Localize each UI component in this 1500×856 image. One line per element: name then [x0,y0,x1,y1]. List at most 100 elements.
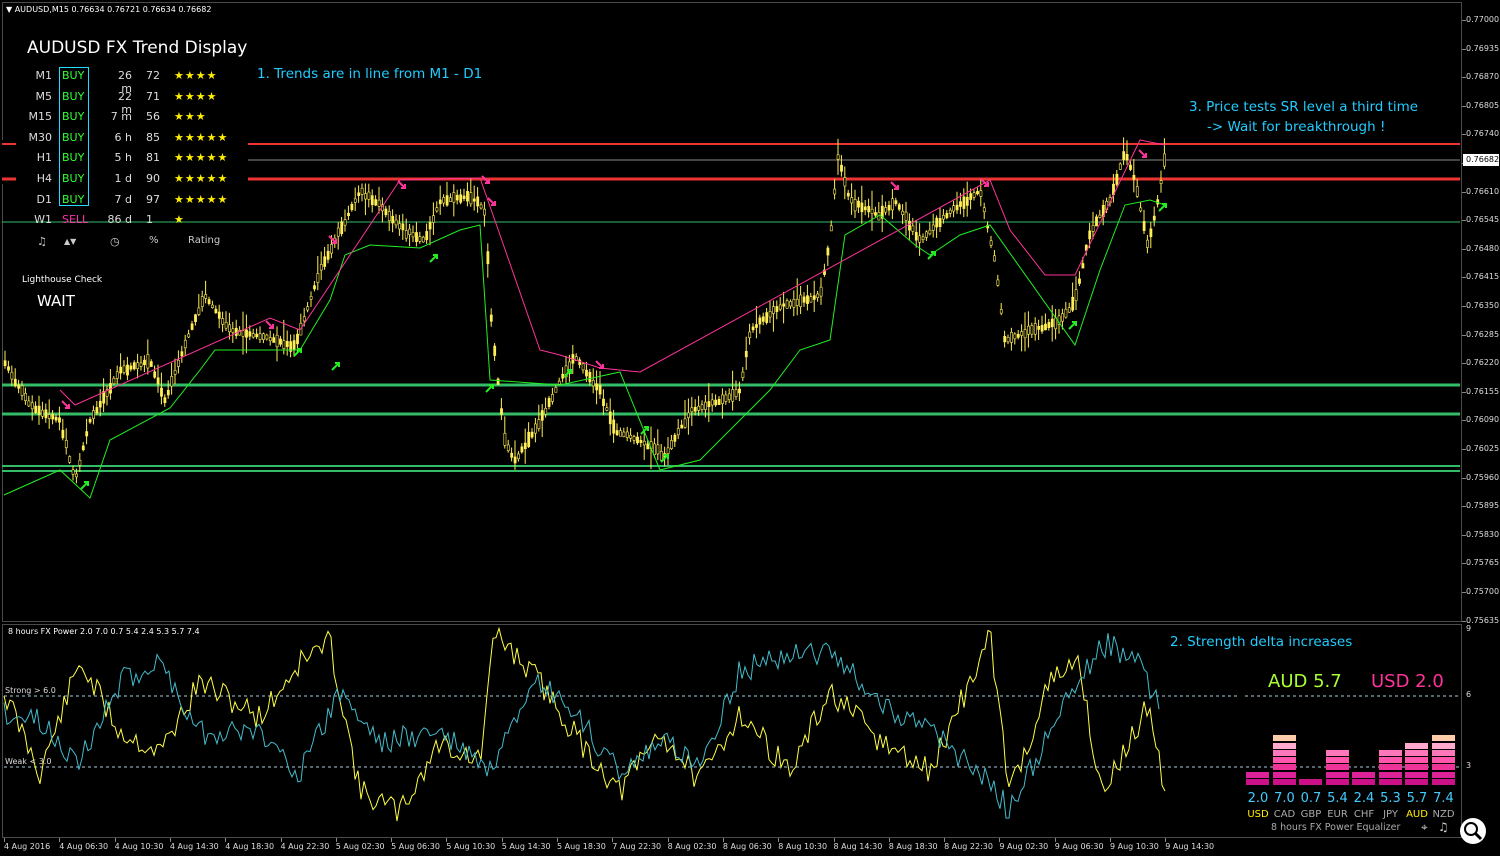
timeframe-label: M30 [28,130,53,144]
sound-icon[interactable]: ♫ [37,235,47,248]
candle-body [411,232,415,238]
equalizer-bar-segment [1272,757,1296,764]
candle-body [1163,153,1166,167]
trend-row-h4[interactable]: H4 BUY 1 d 90 ★★★★★ [18,172,258,192]
buy-arrow-icon [660,454,669,463]
candle-body [1074,289,1078,301]
candle-body [1013,333,1017,340]
candle-body [476,196,480,207]
candle-body [676,428,680,436]
equalizer-bar-segment [1325,779,1349,785]
candle-body [163,397,167,404]
trend-row-m15[interactable]: M15 BUY 7 m 56 ★★★ [18,110,258,130]
trend-row-h1[interactable]: H1 BUY 5 h 81 ★★★★★ [18,151,258,171]
price-axis-tick [1462,277,1466,279]
candle-body [506,444,510,452]
candle-body [462,195,466,199]
price-axis-label: 0.76155 [1466,386,1500,396]
candle-body [282,340,286,349]
candle-body [129,365,133,370]
candle-body [619,430,622,437]
candle-body [918,235,922,243]
candle-body [1142,221,1146,231]
equalizer-value: 5.7 [1406,791,1428,806]
price-axis-label: 0.76935 [1466,43,1500,53]
candle-body [870,208,874,214]
main-chart-area[interactable] [2,2,1462,622]
signal-label: BUY [62,172,85,185]
candle-body [1027,325,1030,335]
score-label: 71 [146,89,160,103]
time-axis-label: 5 Aug 14:30 [501,842,551,851]
candle-body [819,286,823,297]
duration-label: 7 m [110,110,132,124]
zoom-icon[interactable] [1460,818,1486,844]
equalizer-value: 2.4 [1353,791,1375,806]
sell-arrow-icon [595,360,604,369]
candle-body [190,323,194,330]
candle-body [1003,335,1007,343]
trend-row-d1[interactable]: D1 BUY 7 d 97 ★★★★★ [18,193,258,213]
price-axis-tick [1462,391,1466,393]
sort-icon[interactable]: ▲▼ [64,237,77,246]
candle-body [353,198,357,203]
candle-body [449,197,452,202]
candle-body [296,333,299,345]
candle-body [853,199,857,212]
candle-body [666,447,670,454]
rating-stars: ★★★★ [174,89,218,103]
candle-body [799,294,803,308]
candle-body [921,236,925,240]
candle-body [931,224,935,231]
duration-label: 1 d [114,172,132,185]
candle-body [891,198,894,211]
price-axis-label: 0.75830 [1466,529,1500,539]
price-axis-tick [1462,592,1466,593]
candle-body [608,411,612,425]
candle-body [432,215,435,223]
candle-body [350,203,354,211]
candle-body [330,244,333,254]
candle-body [636,436,639,444]
price-axis-label: 0.76740 [1466,129,1500,139]
fx-power-subwindow[interactable] [2,624,1462,838]
candle-body [292,340,296,351]
trail-down-line [59,139,1166,406]
clock-icon[interactable]: ◷ [110,235,120,248]
music-note-icon[interactable]: ♫ [1438,820,1449,834]
trend-row-m30[interactable]: M30 BUY 6 h 85 ★★★★★ [18,131,258,151]
candle-body [309,296,313,300]
trail-up-line [3,199,1166,499]
candle-body [224,321,228,329]
candle-body [139,362,143,367]
equalizer-bar-segment [1352,771,1375,778]
candle-body [126,364,129,376]
candle-body [268,337,272,341]
aud-strength-line [3,626,1166,822]
trend-row-w1[interactable]: W1 SELL 86 d 1 ★ [18,213,258,233]
annotation-wait: -> Wait for breakthrough ! [1207,119,1386,135]
equalizer-bar-segment [1299,779,1322,785]
trend-row-m5[interactable]: M5 BUY 22 m 71 ★★★★ [18,89,258,116]
dropdown-arrow-icon[interactable]: ▼ [6,5,13,14]
time-axis-label: 5 Aug 18:30 [557,842,606,851]
crosshair-icon[interactable]: ⌖ [1421,820,1428,834]
rating-stars: ★★★★★ [174,151,229,165]
candle-body [724,394,728,402]
candle-body [1095,216,1098,227]
price-axis-tick [1462,420,1466,422]
aud-strength-big: AUD 5.7 [1268,671,1342,692]
buy-arrow-icon [640,426,649,435]
price-axis-label: 0.76025 [1466,444,1500,453]
candle-body [527,431,531,447]
trend-display-title: AUDUSD FX Trend Display [27,38,248,58]
candle-body [146,354,150,369]
trend-row-m1[interactable]: M1 BUY 26 m 72 ★★★★ [18,69,258,95]
candle-body [234,327,238,336]
time-axis-label: 5 Aug 02:30 [335,842,385,851]
candle-body [115,371,119,379]
candle-body [421,236,425,243]
candle-body [993,255,996,262]
current-price-label: 0.76682 [1463,154,1499,166]
candle-body [1020,331,1024,336]
